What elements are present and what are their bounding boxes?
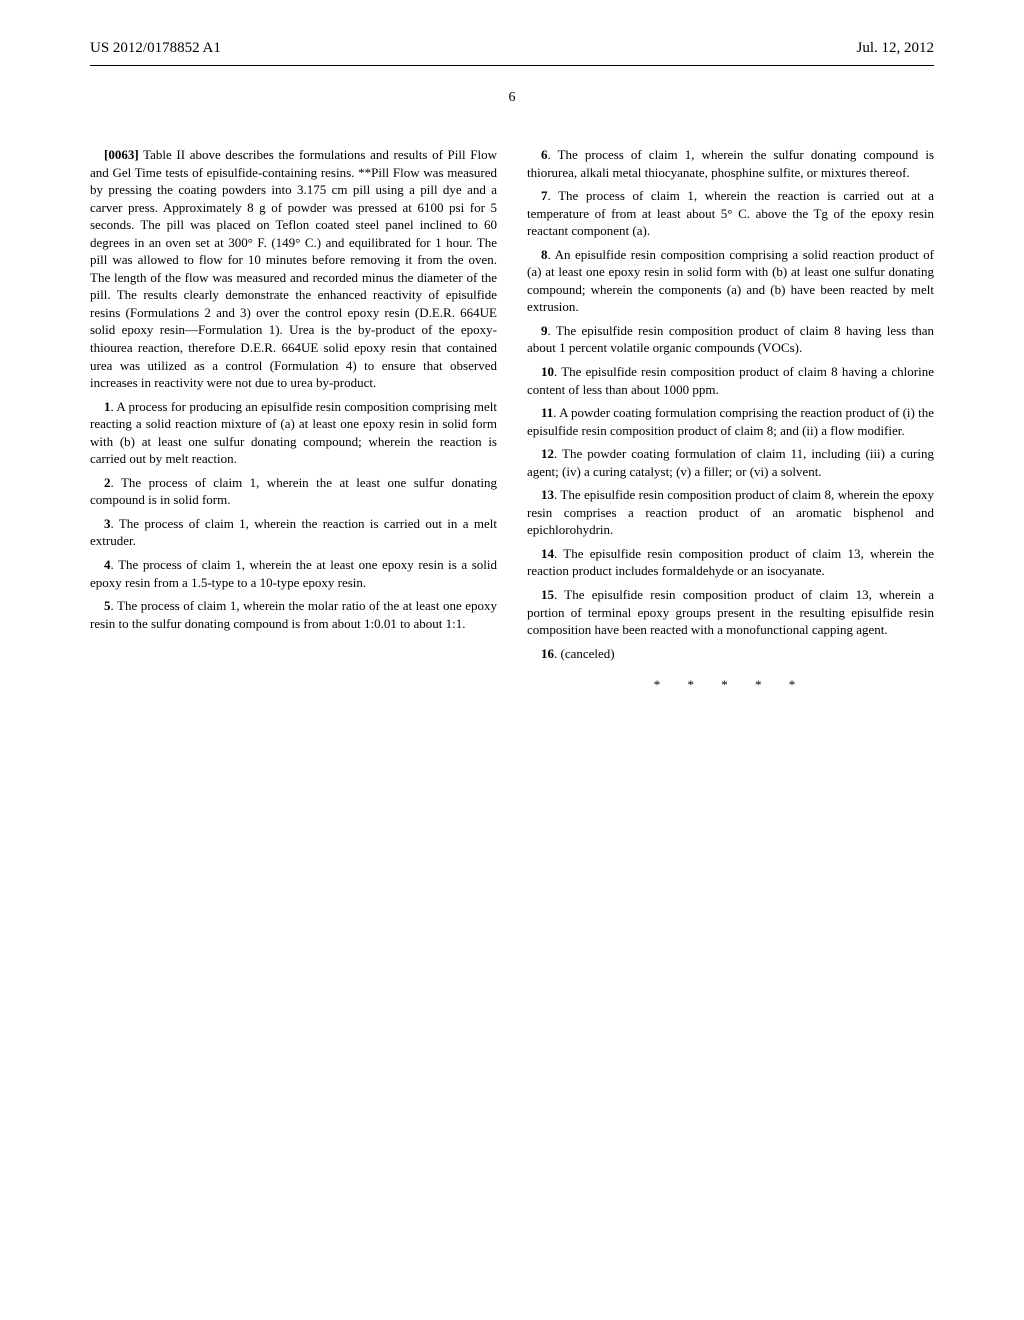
claim-number: 16 [541, 646, 554, 661]
claim-5: 5. The process of claim 1, wherein the m… [90, 597, 497, 632]
claim-number: 14 [541, 546, 554, 561]
claim-text: . An episulfide resin composition compri… [527, 247, 934, 315]
claim-number: 10 [541, 364, 554, 379]
claim-number: 13 [541, 487, 554, 502]
para-label: [0063] [104, 147, 139, 162]
claim-text: . The episulfide resin composition produ… [527, 587, 934, 637]
claim-3: 3. The process of claim 1, wherein the r… [90, 515, 497, 550]
left-column: [0063] Table II above describes the form… [90, 146, 497, 694]
claim-16: 16. (canceled) [527, 645, 934, 663]
para-text: Table II above describes the formulation… [90, 147, 497, 390]
claim-text: . The process of claim 1, wherein the mo… [90, 598, 497, 631]
claim-number: 15 [541, 587, 554, 602]
claim-text: . The process of claim 1, wherein the re… [527, 188, 934, 238]
header-divider [90, 65, 934, 66]
claim-11: 11. A powder coating formulation compris… [527, 404, 934, 439]
claim-text: . (canceled) [554, 646, 615, 661]
claim-10: 10. The episulfide resin composition pro… [527, 363, 934, 398]
claim-text: . The process of claim 1, wherein the at… [90, 557, 497, 590]
claim-number: 11 [541, 405, 553, 420]
claim-text: . The episulfide resin composition produ… [527, 364, 934, 397]
claim-4: 4. The process of claim 1, wherein the a… [90, 556, 497, 591]
claim-text: . A process for producing an episulfide … [90, 399, 497, 467]
claim-text: . The powder coating formulation of clai… [527, 446, 934, 479]
end-marks: * * * * * [527, 676, 934, 694]
claim-number: 12 [541, 446, 554, 461]
claim-text: . The episulfide resin composition produ… [527, 323, 934, 356]
paragraph-0063: [0063] Table II above describes the form… [90, 146, 497, 392]
claim-6: 6. The process of claim 1, wherein the s… [527, 146, 934, 181]
claim-text: . A powder coating formulation comprisin… [527, 405, 934, 438]
claim-13: 13. The episulfide resin composition pro… [527, 486, 934, 539]
claim-8: 8. An episulfide resin composition compr… [527, 246, 934, 316]
page-header: US 2012/0178852 A1 Jul. 12, 2012 [90, 40, 934, 57]
claim-14: 14. The episulfide resin composition pro… [527, 545, 934, 580]
claim-text: . The process of claim 1, wherein the at… [90, 475, 497, 508]
claim-2: 2. The process of claim 1, wherein the a… [90, 474, 497, 509]
claim-text: . The process of claim 1, wherein the su… [527, 147, 934, 180]
claim-15: 15. The episulfide resin composition pro… [527, 586, 934, 639]
claim-text: . The episulfide resin composition produ… [527, 487, 934, 537]
publication-date: Jul. 12, 2012 [856, 40, 934, 57]
page-number: 6 [90, 90, 934, 106]
claim-text: . The process of claim 1, wherein the re… [90, 516, 497, 549]
publication-number: US 2012/0178852 A1 [90, 40, 221, 57]
right-column: 6. The process of claim 1, wherein the s… [527, 146, 934, 694]
claim-12: 12. The powder coating formulation of cl… [527, 445, 934, 480]
claim-9: 9. The episulfide resin composition prod… [527, 322, 934, 357]
claim-1: 1. A process for producing an episulfide… [90, 398, 497, 468]
claim-text: . The episulfide resin composition produ… [527, 546, 934, 579]
content-columns: [0063] Table II above describes the form… [90, 146, 934, 694]
claim-7: 7. The process of claim 1, wherein the r… [527, 187, 934, 240]
